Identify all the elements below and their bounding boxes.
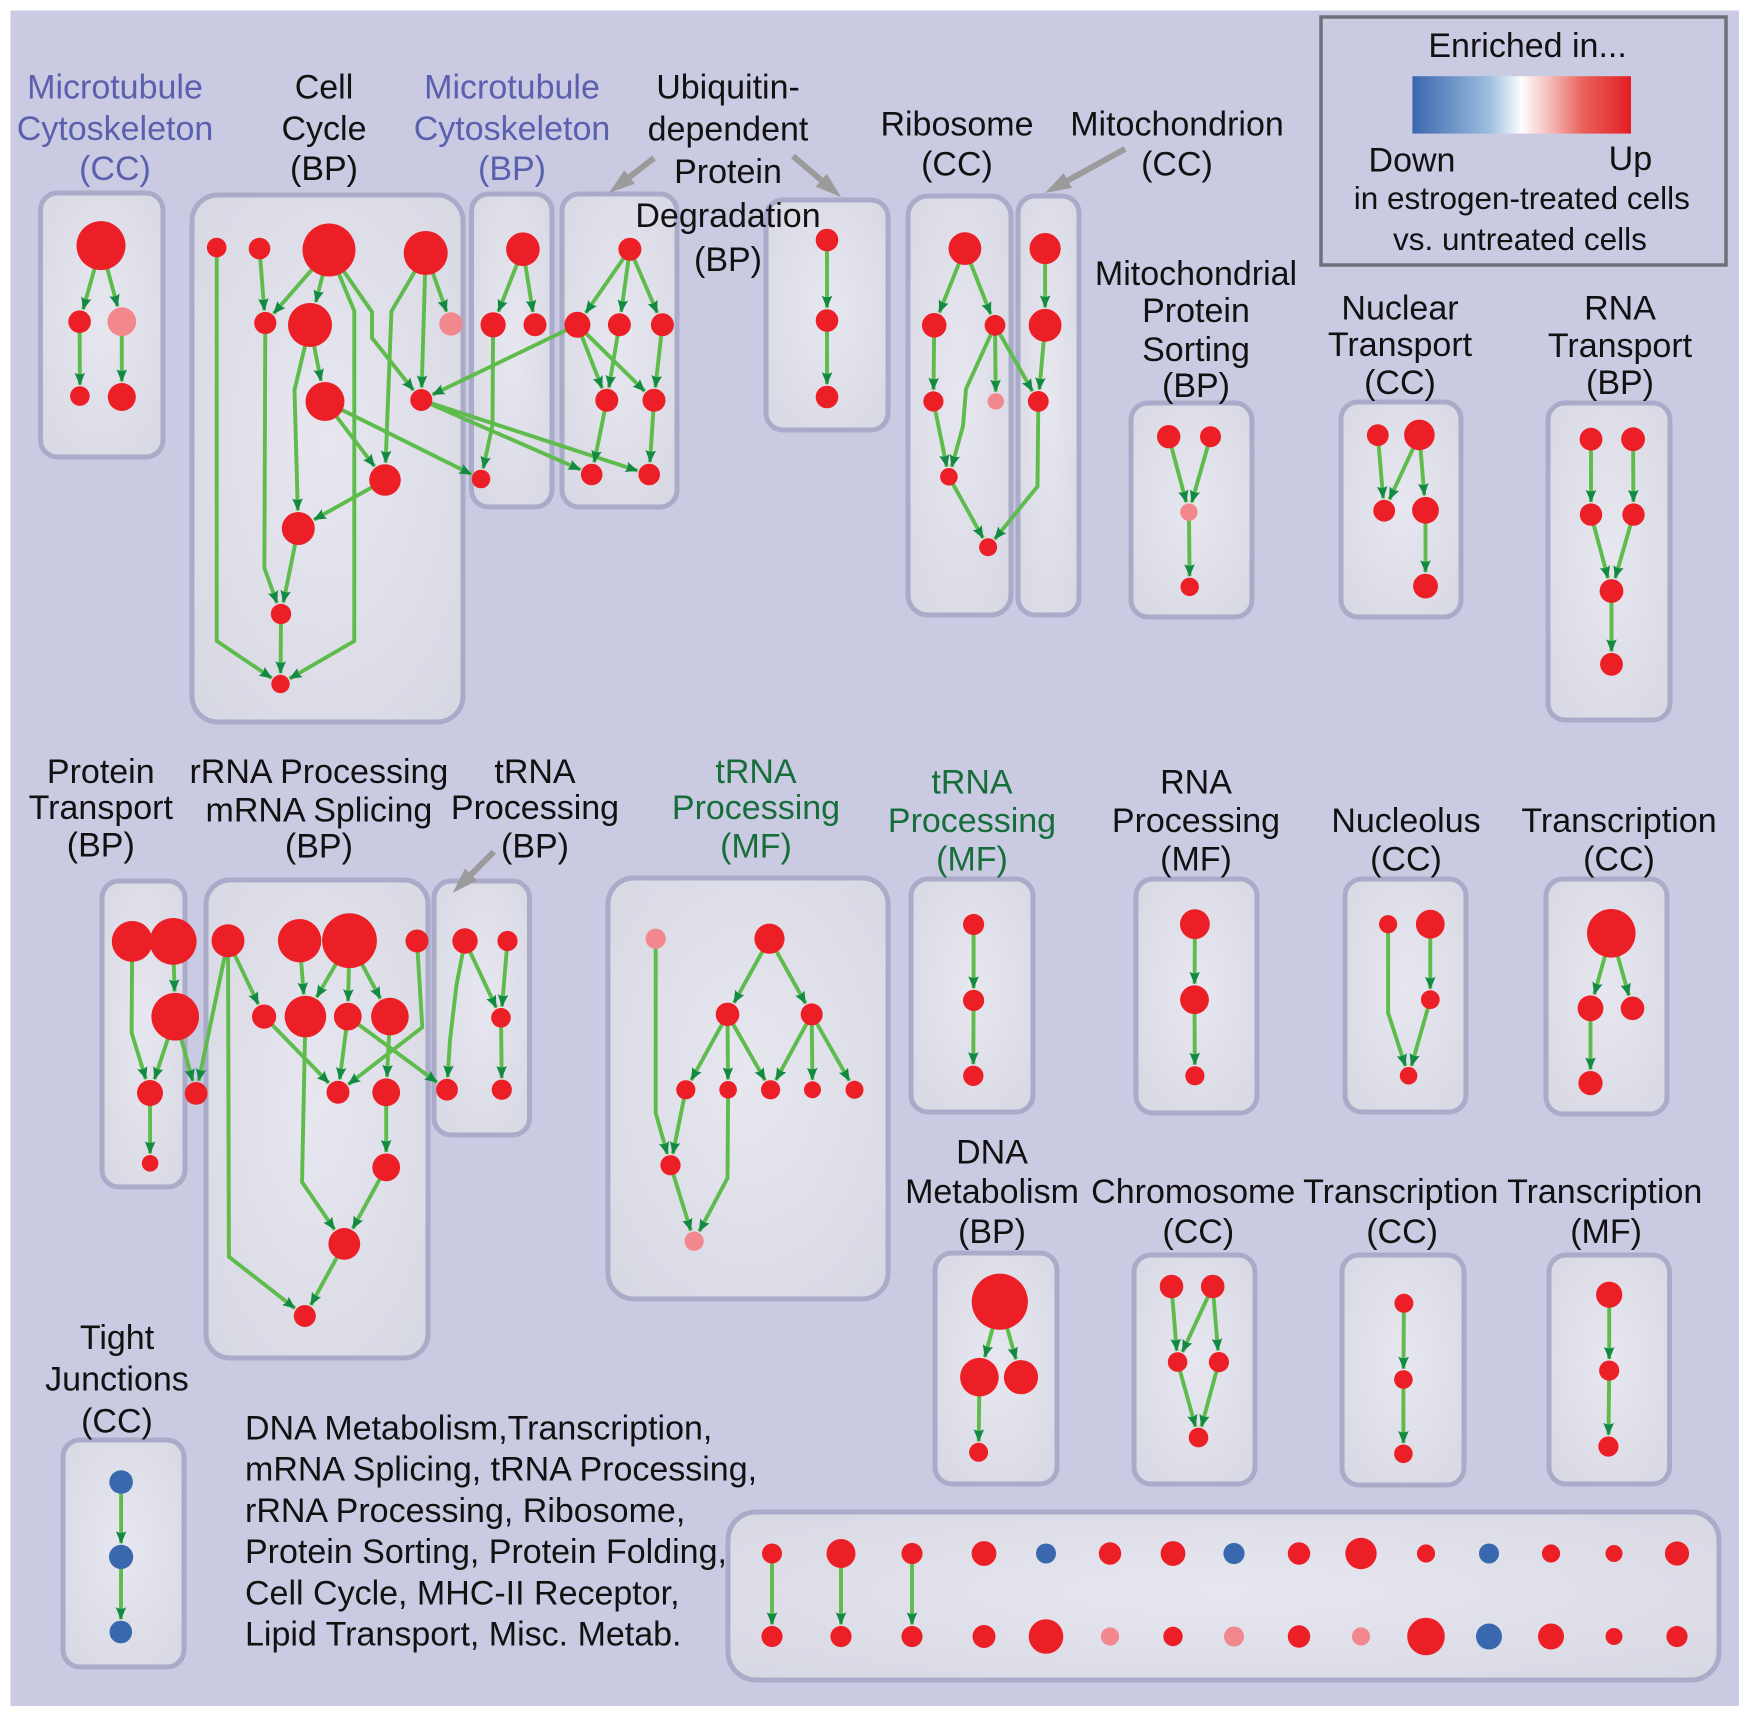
svg-text:Chromosome: Chromosome bbox=[1091, 1173, 1295, 1211]
svg-text:rRNA Processing: rRNA Processing bbox=[189, 753, 448, 791]
svg-text:Mitochondrion: Mitochondrion bbox=[1070, 106, 1284, 144]
svg-text:(BP): (BP) bbox=[478, 150, 546, 188]
svg-text:tRNA: tRNA bbox=[715, 753, 797, 791]
svg-text:(CC): (CC) bbox=[1583, 840, 1655, 878]
svg-text:(BP): (BP) bbox=[285, 828, 353, 866]
svg-text:Protein: Protein bbox=[1142, 292, 1250, 330]
svg-text:(MF): (MF) bbox=[1160, 840, 1232, 878]
svg-text:Degradation: Degradation bbox=[635, 197, 820, 235]
svg-text:tRNA: tRNA bbox=[494, 753, 576, 791]
svg-text:(MF): (MF) bbox=[720, 828, 792, 866]
svg-text:Lipid Transport, Misc. Metab.: Lipid Transport, Misc. Metab. bbox=[245, 1616, 682, 1654]
svg-text:(CC): (CC) bbox=[81, 1402, 153, 1440]
svg-text:Ubiquitin-: Ubiquitin- bbox=[656, 69, 800, 107]
svg-text:(CC): (CC) bbox=[1364, 364, 1436, 402]
svg-text:Processing: Processing bbox=[451, 789, 619, 827]
svg-text:mRNA Splicing: mRNA Splicing bbox=[206, 792, 433, 830]
svg-text:Down: Down bbox=[1369, 142, 1456, 180]
svg-text:Cytoskeleton: Cytoskeleton bbox=[414, 110, 611, 148]
svg-text:Ribosome: Ribosome bbox=[880, 106, 1033, 144]
svg-text:Transport: Transport bbox=[1328, 326, 1473, 364]
svg-text:(BP): (BP) bbox=[1586, 364, 1654, 402]
svg-text:(BP): (BP) bbox=[958, 1213, 1026, 1251]
svg-text:Transport: Transport bbox=[29, 789, 174, 827]
svg-text:(MF): (MF) bbox=[1570, 1213, 1642, 1251]
svg-text:Transcription: Transcription bbox=[1507, 1173, 1702, 1211]
svg-text:(BP): (BP) bbox=[501, 828, 569, 866]
svg-text:(BP): (BP) bbox=[694, 241, 762, 279]
svg-text:(BP): (BP) bbox=[67, 826, 135, 864]
svg-text:dependent: dependent bbox=[648, 111, 809, 149]
svg-text:Sorting: Sorting bbox=[1142, 331, 1250, 369]
svg-text:Junctions: Junctions bbox=[45, 1361, 189, 1399]
svg-text:Up: Up bbox=[1609, 140, 1652, 178]
svg-text:Protein Sorting, Protein Foldi: Protein Sorting, Protein Folding, bbox=[245, 1533, 727, 1571]
svg-text:Protein: Protein bbox=[674, 153, 782, 191]
svg-text:(CC): (CC) bbox=[1370, 840, 1442, 878]
svg-text:(CC): (CC) bbox=[1141, 146, 1213, 184]
svg-text:Nuclear: Nuclear bbox=[1341, 290, 1458, 328]
svg-text:(BP): (BP) bbox=[1162, 367, 1230, 405]
svg-text:rRNA Processing, Ribosome,: rRNA Processing, Ribosome, bbox=[245, 1492, 685, 1530]
svg-text:RNA: RNA bbox=[1584, 290, 1656, 328]
svg-text:mRNA Splicing, tRNA Processing: mRNA Splicing, tRNA Processing, bbox=[245, 1451, 757, 1489]
svg-text:tRNA: tRNA bbox=[931, 763, 1013, 801]
svg-text:RNA: RNA bbox=[1160, 763, 1232, 801]
svg-text:Processing: Processing bbox=[1112, 802, 1280, 840]
svg-text:Enriched in...: Enriched in... bbox=[1428, 27, 1626, 65]
svg-text:Cell Cycle, MHC-II Receptor,: Cell Cycle, MHC-II Receptor, bbox=[245, 1574, 680, 1612]
svg-text:Cycle: Cycle bbox=[281, 110, 366, 148]
svg-text:(CC): (CC) bbox=[1366, 1213, 1438, 1251]
svg-text:in estrogen-treated cells: in estrogen-treated cells bbox=[1354, 180, 1690, 216]
svg-text:(BP): (BP) bbox=[290, 150, 358, 188]
svg-text:Microtubule: Microtubule bbox=[424, 69, 600, 107]
svg-text:(CC): (CC) bbox=[1162, 1213, 1234, 1251]
svg-text:(CC): (CC) bbox=[79, 150, 151, 188]
svg-text:Transcription: Transcription bbox=[1521, 802, 1716, 840]
svg-text:(MF): (MF) bbox=[936, 840, 1008, 878]
svg-text:Processing: Processing bbox=[888, 802, 1056, 840]
svg-text:DNA: DNA bbox=[956, 1133, 1028, 1171]
svg-text:Nucleolus: Nucleolus bbox=[1331, 802, 1480, 840]
svg-text:(CC): (CC) bbox=[921, 146, 993, 184]
svg-text:Microtubule: Microtubule bbox=[27, 69, 203, 107]
svg-text:Transport: Transport bbox=[1548, 327, 1693, 365]
svg-text:Processing: Processing bbox=[672, 789, 840, 827]
svg-text:Transcription: Transcription bbox=[1303, 1173, 1498, 1211]
svg-text:vs. untreated cells: vs. untreated cells bbox=[1393, 221, 1647, 257]
svg-text:Tight: Tight bbox=[80, 1319, 155, 1357]
svg-text:Metabolism: Metabolism bbox=[905, 1173, 1079, 1211]
svg-text:Protein: Protein bbox=[47, 753, 155, 791]
svg-text:DNA Metabolism,Transcription,: DNA Metabolism,Transcription, bbox=[245, 1410, 712, 1448]
svg-text:Mitochondrial: Mitochondrial bbox=[1095, 255, 1297, 293]
svg-text:Cytoskeleton: Cytoskeleton bbox=[17, 110, 214, 148]
svg-text:Cell: Cell bbox=[295, 69, 354, 107]
